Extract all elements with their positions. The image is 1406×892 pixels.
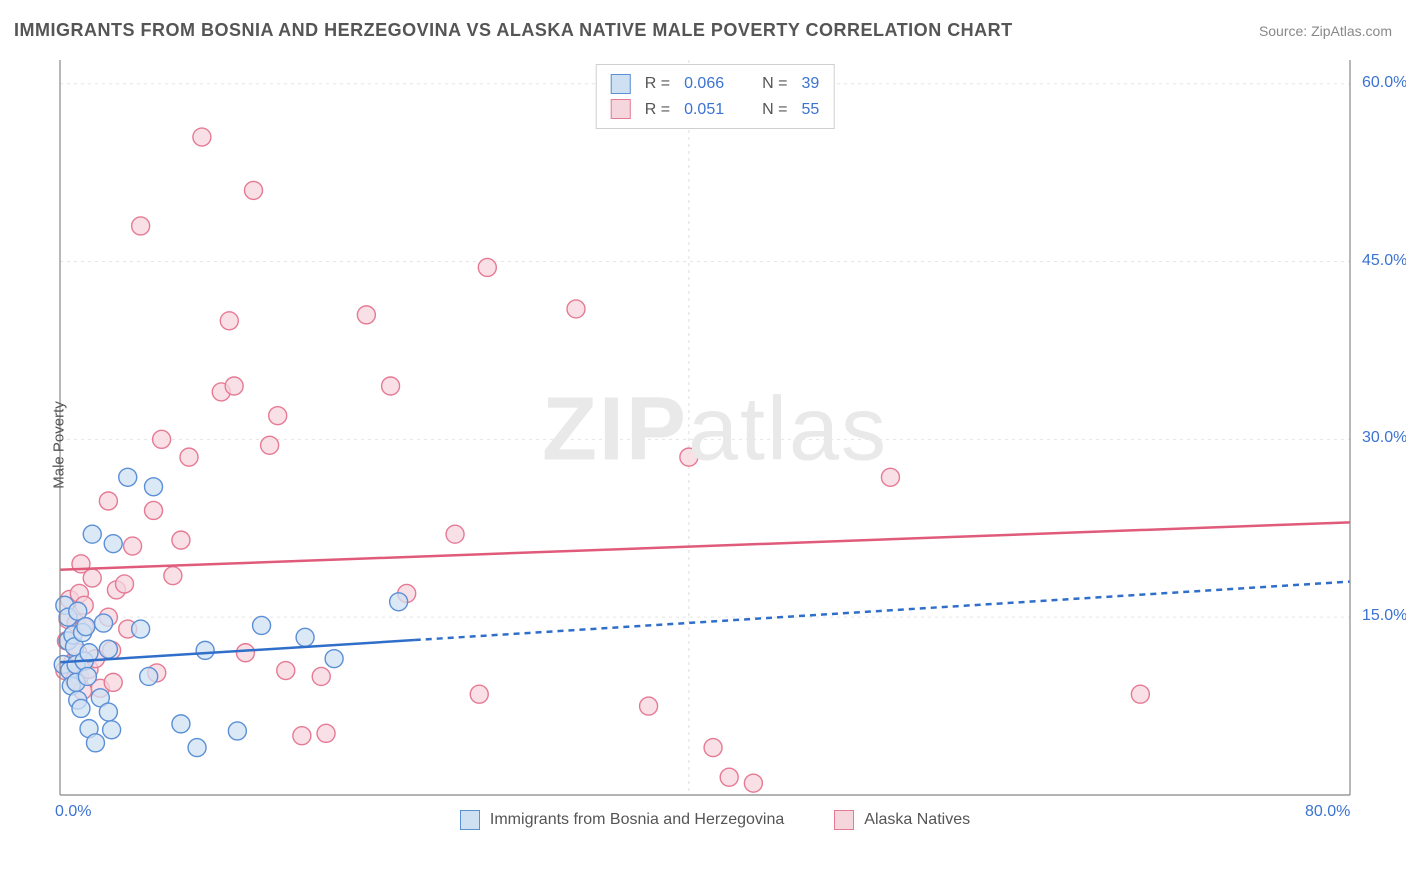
n-label: N =	[762, 71, 787, 97]
legend-item-alaska: Alaska Natives	[834, 810, 970, 830]
legend-item-bosnia: Immigrants from Bosnia and Herzegovina	[460, 810, 784, 830]
source-prefix: Source:	[1259, 23, 1311, 39]
legend-label-bosnia: Immigrants from Bosnia and Herzegovina	[490, 811, 784, 829]
swatch-bosnia	[611, 74, 631, 94]
legend-swatch-alaska	[834, 810, 854, 830]
legend-swatch-bosnia	[460, 810, 480, 830]
legend-row-alaska: R = 0.051 N = 55	[611, 97, 820, 123]
source-citation: Source: ZipAtlas.com	[1259, 23, 1392, 39]
y-tick-label: 60.0%	[1362, 74, 1406, 92]
x-tick-label: 80.0%	[1305, 803, 1350, 821]
r-value: 0.051	[684, 97, 724, 123]
n-value: 39	[801, 71, 819, 97]
source-link[interactable]: ZipAtlas.com	[1311, 23, 1392, 39]
chart-area: Male Poverty ZIPatlas R = 0.066 N = 39 R…	[50, 60, 1380, 830]
legend-label-alaska: Alaska Natives	[864, 811, 970, 829]
y-axis-label: Male Poverty	[50, 401, 67, 489]
r-label: R =	[645, 97, 670, 123]
n-label: N =	[762, 97, 787, 123]
y-tick-label: 30.0%	[1362, 429, 1406, 447]
y-tick-label: 15.0%	[1362, 607, 1406, 625]
swatch-alaska	[611, 99, 631, 119]
correlation-legend: R = 0.066 N = 39 R = 0.051 N = 55	[596, 64, 835, 129]
n-value: 55	[801, 97, 819, 123]
series-legend: Immigrants from Bosnia and Herzegovina A…	[50, 810, 1380, 830]
r-value: 0.066	[684, 71, 724, 97]
x-tick-label: 0.0%	[55, 803, 91, 821]
scatter-chart	[50, 60, 1380, 830]
r-label: R =	[645, 71, 670, 97]
chart-title: IMMIGRANTS FROM BOSNIA AND HERZEGOVINA V…	[14, 20, 1013, 41]
legend-row-bosnia: R = 0.066 N = 39	[611, 71, 820, 97]
y-tick-label: 45.0%	[1362, 252, 1406, 270]
